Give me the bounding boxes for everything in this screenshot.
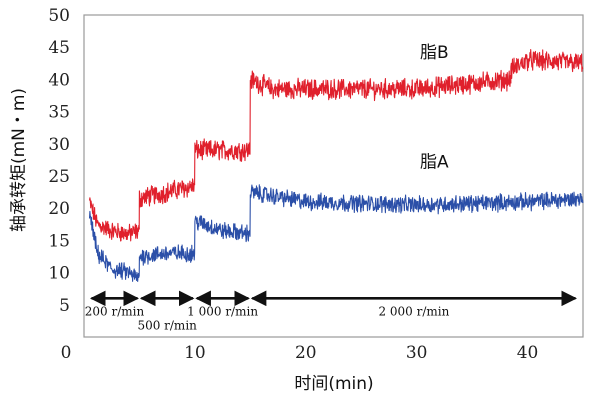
y-tick-label: 50	[48, 6, 70, 26]
y-tick-label: 25	[48, 167, 70, 187]
y-tick-label: 40	[48, 70, 70, 90]
x-tick-label: 0	[61, 343, 72, 363]
series-segment	[194, 215, 251, 254]
plot-area-border	[83, 14, 584, 338]
x-tick-label: 30	[406, 343, 428, 363]
series-layer	[88, 49, 584, 282]
series-grease-a	[88, 184, 584, 282]
speed-annotation: 2 000 r/min	[250, 290, 578, 318]
series-segment	[249, 69, 512, 155]
series-label: 脂A	[420, 153, 449, 173]
speed-label: 200 r/min	[85, 304, 145, 318]
speed-label: 1 000 r/min	[187, 304, 258, 318]
x-axis-ticks: 0 10 20 30 40	[61, 343, 539, 363]
y-tick-label: 45	[48, 38, 70, 58]
speed-annotation: 1 000 r/min	[187, 290, 258, 318]
y-axis-label: 轴承转矩(mN・m)	[9, 88, 29, 232]
speed-label: 2 000 r/min	[378, 304, 449, 318]
x-tick-label: 40	[517, 343, 539, 363]
y-axis-ticks: 5 10 15 20 25 30 35 40 45 50	[48, 6, 70, 316]
y-tick-label: 35	[48, 103, 70, 123]
x-axis-label: 时间(min)	[294, 374, 373, 394]
x-tick-label: 20	[295, 343, 317, 363]
series-segment	[88, 197, 140, 242]
speed-annotation: 500 r/min	[137, 290, 197, 332]
speed-label: 500 r/min	[137, 318, 197, 332]
speed-annotation: 200 r/min	[85, 290, 145, 318]
series-segment	[510, 49, 584, 84]
x-tick-label: 10	[184, 343, 206, 363]
y-tick-label: 5	[59, 296, 70, 316]
series-segment	[138, 178, 196, 230]
series-segment	[138, 244, 196, 277]
y-tick-label: 20	[48, 199, 70, 219]
y-tick-label: 10	[48, 264, 70, 284]
series-labels: 脂B 脂A	[420, 43, 449, 172]
y-tick-label: 30	[48, 135, 70, 155]
series-grease-b	[88, 49, 584, 242]
plot-frame	[83, 14, 584, 338]
series-label: 脂B	[420, 43, 449, 63]
series-segment	[88, 210, 140, 282]
series-segment	[249, 184, 584, 237]
y-tick-label: 15	[48, 231, 70, 251]
series-segment	[194, 138, 251, 186]
